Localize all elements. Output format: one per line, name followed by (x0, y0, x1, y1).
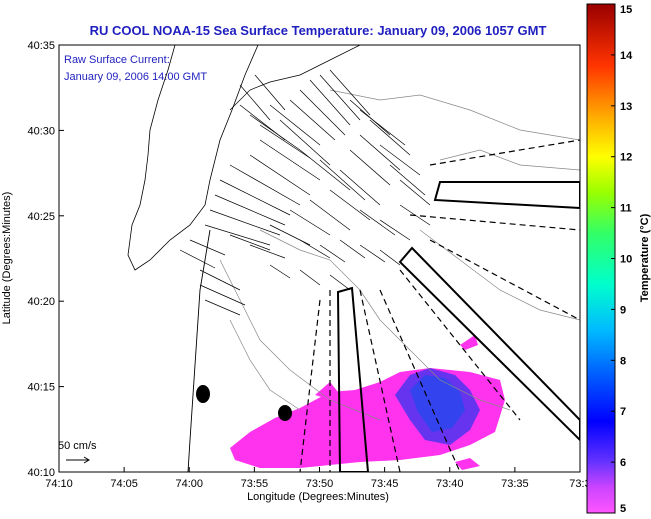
coastline-north (127, 45, 259, 271)
y-tick-label: 40:30 (27, 125, 55, 137)
current-vectors (179, 69, 431, 316)
y-tick-label: 40:35 (27, 40, 55, 52)
colorbar-tick-label: 5 (620, 503, 626, 515)
x-tick-label: 73:40 (436, 478, 464, 490)
colorbar-ticks: 15 14 13 12 11 10 9 8 7 6 5 (611, 3, 633, 515)
y-tick-label: 40:15 (27, 382, 55, 394)
station-marker-west (196, 385, 210, 403)
colorbar-tick-label: 12 (620, 152, 632, 164)
colorbar-tick-label: 14 (620, 50, 633, 62)
x-tick-label: 73:50 (306, 478, 334, 490)
y-tick-label: 40:25 (27, 211, 55, 223)
colorbar-tick-label: 8 (620, 355, 626, 367)
coastline-south (187, 229, 211, 472)
bathymetry-contours (219, 89, 580, 421)
station-marker-east (278, 405, 292, 421)
colorbar-tick-label: 11 (620, 203, 632, 215)
x-tick-label: 73:55 (241, 478, 269, 490)
scale-label: 50 cm/s (58, 440, 97, 452)
current-time: January 09, 2006 14:00 GMT (64, 71, 207, 83)
y-axis-label: Latitude (Degrees:Minutes) (1, 192, 13, 325)
x-tick-label: 73:45 (371, 478, 399, 490)
current-label: Raw Surface Current: (64, 54, 170, 66)
x-axis-label: Longitude (Degrees:Minutes) (247, 491, 389, 503)
colorbar-tick-label: 13 (620, 101, 632, 113)
colorbar (586, 3, 616, 514)
colorbar-tick-label: 15 (620, 4, 632, 16)
colorbar-tick-label: 10 (620, 254, 632, 266)
colorbar-tick-label: 6 (620, 457, 626, 469)
radar-beams (299, 139, 580, 472)
x-tick-label: 74:05 (110, 478, 138, 490)
scale-arrow-head (83, 456, 90, 464)
x-axis-ticks: 74:10 74:05 74:00 73:55 73:50 73:45 73:40 73:35… (45, 467, 591, 490)
y-axis-ticks: 40:35 40:30 40:25 40:20 40:15 40:10 (27, 40, 64, 479)
y-tick-label: 40:20 (27, 296, 55, 308)
x-tick-label: 73:35 (501, 478, 529, 490)
colorbar-tick-label: 7 (620, 406, 626, 418)
x-tick-label: 73:3 (569, 478, 590, 490)
map-title: RU COOL NOAA-15 Sea Surface Temperature:… (90, 23, 547, 38)
colorbar-tick-label: 9 (620, 304, 626, 316)
map-area (66, 45, 580, 472)
x-tick-label: 74:10 (45, 478, 73, 490)
y-tick-label: 40:10 (27, 467, 55, 479)
coastline-harbor (229, 45, 361, 111)
survey-boxes (336, 181, 580, 472)
colorbar-label: Temperature (°C) (639, 213, 651, 302)
sst-pixels (230, 335, 505, 470)
x-tick-label: 74:00 (175, 478, 203, 490)
